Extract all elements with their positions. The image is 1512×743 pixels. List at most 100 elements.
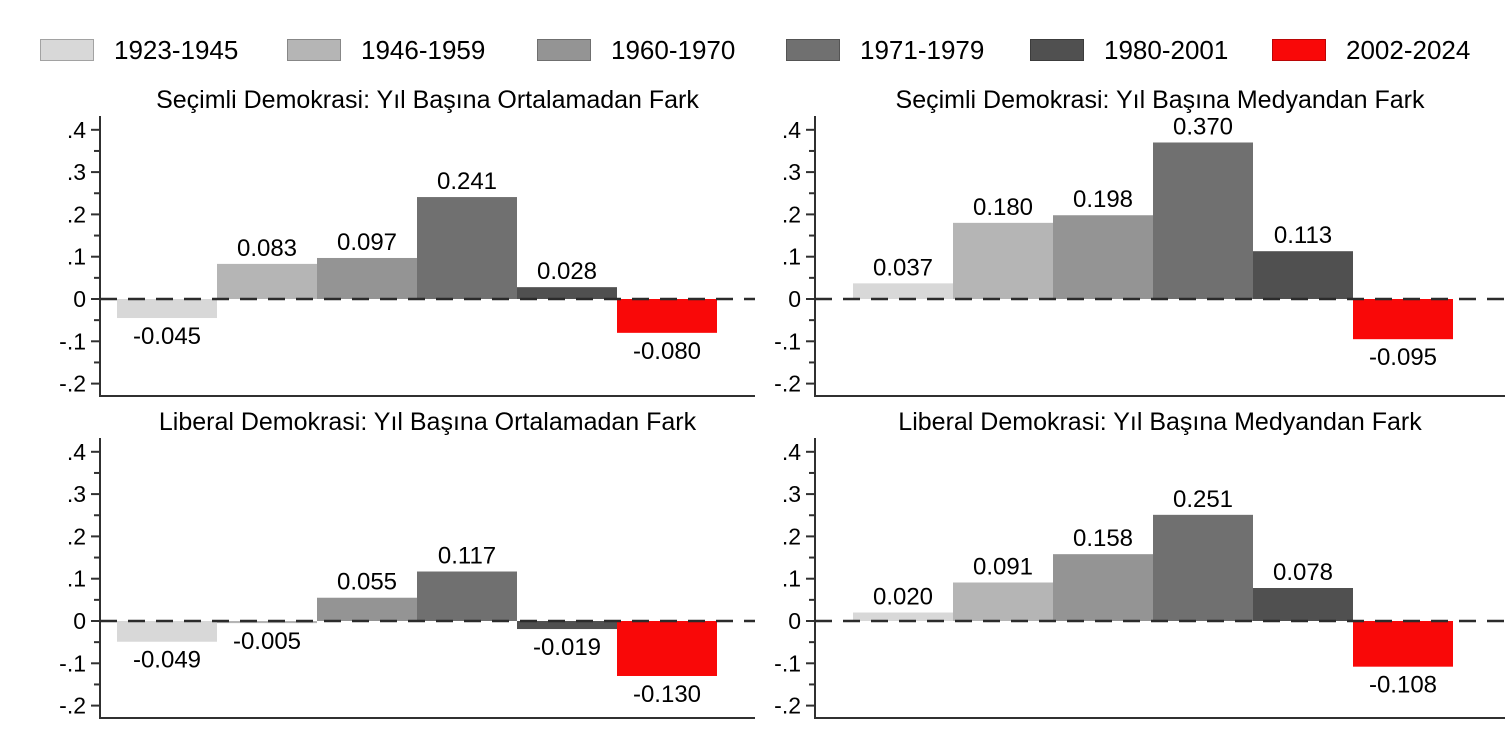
y-axis-tick-label: -.1 [774,328,801,354]
chart-canvas: Seçimli Demokrasi: Yıl Başına Medyandan … [774,86,1505,397]
bar-value-label: 0.020 [873,584,933,611]
legend-swatch-1980-2001 [1030,39,1084,61]
bar-2002-2024 [617,299,717,333]
chart-title: Seçimli Demokrasi: Yıl Başına Ortalamada… [156,86,699,114]
bar-value-label: 0.037 [873,254,933,281]
y-axis-tick-label: .4 [67,117,86,143]
legend-label: 1923-1945 [114,35,239,65]
bar-2002-2024 [617,621,717,676]
y-axis-tick-label: .3 [782,481,801,507]
legend-item-2002-2024: 2002-2024 [1272,30,1470,70]
chart-panel-electoral-median-diff: Seçimli Demokrasi: Yıl Başına Medyandan … [756,78,1512,400]
bar-1946-1959 [953,582,1053,621]
legend-item-1971-1979: 1971-1979 [786,30,984,70]
bar-value-label: -0.005 [233,628,301,655]
bar-1960-1970 [317,597,417,621]
y-axis-tick-label: -.2 [59,371,86,397]
bar-value-label: 0.083 [237,235,297,262]
bar-value-label: 0.370 [1173,113,1233,140]
y-axis-tick-label: .3 [782,159,801,185]
bar-value-label: 0.241 [437,168,497,195]
bar-1923-1945 [853,612,953,621]
chart-panel-electoral-mean-diff: Seçimli Demokrasi: Yıl Başına Ortalamada… [0,78,756,400]
bar-value-label: 0.251 [1173,486,1233,513]
bar-1980-2001 [517,287,617,299]
bar-2002-2024 [1353,299,1453,340]
y-axis-tick-label: .1 [782,244,801,270]
y-axis-tick-label: .1 [67,566,86,592]
bar-1980-2001 [517,621,617,630]
y-axis-tick-label: .1 [67,244,86,270]
chart-canvas: Liberal Demokrasi: Yıl Başına Medyandan … [774,408,1505,719]
y-axis-tick-label: .2 [67,523,86,549]
bar-value-label: 0.113 [1274,222,1332,249]
y-axis-tick-label: -.2 [59,693,86,719]
chart-title: Liberal Demokrasi: Yıl Başına Medyandan … [898,408,1422,436]
y-axis-tick-label: .3 [67,481,86,507]
chart-panel-liberal-mean-diff: Liberal Demokrasi: Yıl Başına Ortalamada… [0,400,756,722]
bar-1980-2001 [1253,588,1353,621]
bar-value-label: -0.095 [1369,344,1437,371]
legend-item-1960-1970: 1960-1970 [537,30,735,70]
chart-title: Liberal Demokrasi: Yıl Başına Ortalamada… [159,408,697,436]
bar-value-label: 0.158 [1073,525,1133,552]
legend-swatch-1923-1945 [40,39,94,61]
bar-1971-1979 [1153,142,1253,299]
y-axis-tick-label: .4 [67,439,86,465]
legend-label: 1960-1970 [611,35,736,65]
bar-1980-2001 [1253,251,1353,299]
y-axis-tick-label: 0 [788,286,801,312]
bar-1971-1979 [417,571,517,621]
legend-label: 1980-2001 [1104,35,1229,65]
y-axis-tick-label: 0 [788,608,801,634]
legend-label: 2002-2024 [1346,35,1471,65]
bar-1923-1945 [117,299,217,319]
bar-value-label: -0.080 [633,338,701,365]
y-axis-tick-label: .4 [782,439,801,465]
legend-item-1923-1945: 1923-1945 [40,30,238,70]
bar-value-label: 0.028 [537,258,597,285]
y-axis-tick-label: 0 [73,286,86,312]
bar-1960-1970 [1053,554,1153,621]
legend-item-1980-2001: 1980-2001 [1030,30,1228,70]
bar-2002-2024 [1353,621,1453,667]
chart-title: Seçimli Demokrasi: Yıl Başına Medyandan … [896,86,1425,114]
y-axis-tick-label: -.2 [774,693,801,719]
bar-1946-1959 [217,263,317,299]
chart-legend: 1923-1945 1946-1959 1960-1970 1971-1979 … [0,30,1512,74]
legend-swatch-1946-1959 [287,39,341,61]
chart-panel-liberal-median-diff: Liberal Demokrasi: Yıl Başına Medyandan … [756,400,1512,722]
bar-value-label: 0.078 [1273,559,1333,586]
bar-1960-1970 [1053,215,1153,299]
bar-1946-1959 [953,222,1053,299]
bar-value-label: 0.097 [337,229,397,256]
y-axis-tick-label: .1 [782,566,801,592]
y-axis-tick-label: -.1 [59,650,86,676]
bar-value-label: 0.180 [973,194,1033,221]
bar-1971-1979 [417,197,517,299]
bar-value-label: -0.130 [633,681,701,708]
legend-label: 1971-1979 [860,35,985,65]
y-axis-tick-label: .2 [782,201,801,227]
bar-1960-1970 [317,257,417,299]
bar-value-label: -0.049 [133,647,201,674]
legend-swatch-1971-1979 [786,39,840,61]
bar-1923-1945 [853,283,953,299]
legend-swatch-2002-2024 [1272,39,1326,61]
bar-value-label: 0.117 [438,543,496,570]
y-axis-tick-label: -.1 [59,328,86,354]
y-axis-tick-label: .2 [67,201,86,227]
bar-value-label: -0.108 [1369,672,1437,699]
bar-value-label: 0.055 [337,569,397,596]
legend-swatch-1960-1970 [537,39,591,61]
chart-canvas: Liberal Demokrasi: Yıl Başına Ortalamada… [59,408,755,719]
y-axis-tick-label: -.2 [774,371,801,397]
y-axis-tick-label: .4 [782,117,801,143]
legend-item-1946-1959: 1946-1959 [287,30,485,70]
bar-1923-1945 [117,621,217,642]
y-axis-tick-label: -.1 [774,650,801,676]
legend-label: 1946-1959 [361,35,486,65]
bar-value-label: -0.045 [133,323,201,350]
bar-1946-1959 [217,621,317,624]
y-axis-tick-label: .2 [782,523,801,549]
